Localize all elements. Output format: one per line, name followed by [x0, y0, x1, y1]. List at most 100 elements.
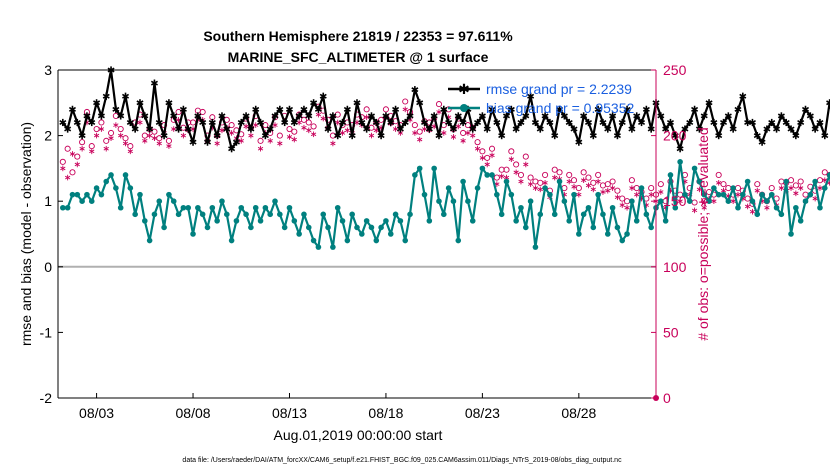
bias-point: [508, 191, 515, 198]
bias-point: [542, 185, 548, 191]
bias-point: [64, 204, 71, 211]
bias-point: [619, 237, 626, 244]
bias-point: [744, 178, 751, 185]
rmse-point: [430, 112, 438, 120]
rmse-point: [150, 79, 158, 87]
evaluated-obs-point: [711, 198, 717, 204]
bias-point: [667, 172, 674, 178]
possible-obs-point: [435, 101, 443, 108]
possible-obs-point: [151, 128, 158, 135]
evaluated-obs-point: [527, 181, 534, 187]
rmse-point: [700, 112, 708, 120]
rmse-point: [199, 118, 207, 127]
evaluated-obs-point: [108, 135, 114, 142]
rmse-point: [382, 112, 390, 120]
rmse-point: [160, 132, 168, 140]
possible-obs-point: [628, 177, 635, 184]
rmse-point: [734, 105, 742, 113]
bias-point: [682, 191, 688, 198]
rmse-point: [155, 118, 163, 127]
evaluated-obs-point: [238, 138, 244, 144]
bias-point: [416, 165, 423, 172]
rmse-point: [88, 118, 96, 127]
rmse-point: [666, 118, 674, 127]
possible-obs-point: [725, 185, 732, 192]
rmse-point: [517, 118, 525, 127]
bias-point: [204, 224, 211, 231]
evaluated-obs-point: [793, 190, 799, 197]
evaluated-obs-point: [489, 152, 495, 159]
possible-obs-point: [715, 171, 722, 179]
evaluated-obs-point: [277, 140, 283, 147]
evaluated-obs-point: [619, 202, 625, 208]
possible-obs-point: [382, 106, 389, 113]
possible-obs-point: [93, 125, 100, 133]
rmse-point: [474, 118, 482, 127]
possible-obs-point: [802, 191, 809, 198]
possible-obs-point: [734, 185, 742, 192]
rmse-point: [691, 105, 699, 113]
rmse-point: [642, 105, 650, 113]
bias-point: [387, 231, 394, 237]
evaluated-obs-point: [60, 165, 66, 172]
rmse-point: [686, 118, 694, 127]
rmse-point: [310, 99, 318, 107]
evaluated-obs-point: [64, 174, 71, 181]
bias-point: [474, 185, 481, 191]
rmse-point: [141, 112, 149, 120]
y-tick-label: 1: [44, 193, 52, 209]
rmse-point: [657, 112, 665, 120]
bias-point: [166, 191, 172, 198]
x-tick-label: 08/28: [561, 405, 596, 421]
bias-point: [359, 231, 365, 237]
possible-obs-point: [329, 132, 336, 139]
bias-point: [84, 191, 90, 198]
rmse-point: [83, 112, 91, 120]
rmse-point: [367, 112, 375, 120]
bias-point: [349, 211, 355, 218]
rmse-point: [705, 99, 713, 107]
rmse-point: [232, 138, 240, 146]
bias-point: [566, 218, 572, 224]
bias-point: [629, 198, 635, 204]
rmse-point: [411, 86, 419, 94]
rmse-point: [319, 92, 327, 100]
bias-point: [248, 224, 254, 231]
rmse-point: [758, 138, 766, 146]
evaluated-obs-point: [590, 186, 596, 193]
evaluated-obs-point: [436, 109, 442, 115]
evaluated-obs-point: [291, 136, 297, 143]
evaluated-obs-point: [609, 185, 616, 191]
rmse-point: [768, 118, 776, 127]
rmse-point: [339, 118, 347, 127]
bias-point: [643, 211, 650, 218]
legend-bias-label: bias grand pr = 0.95352: [486, 100, 634, 116]
rmse-point: [64, 125, 72, 133]
rmse-point: [372, 118, 380, 127]
rmse-point: [773, 125, 781, 133]
bias-point: [378, 224, 384, 231]
bias-point: [142, 218, 148, 224]
possible-obs-point: [744, 195, 751, 202]
bias-point: [513, 218, 519, 224]
evaluated-obs-point: [137, 119, 143, 126]
bias-point: [363, 218, 370, 224]
rmse-point: [498, 132, 506, 140]
rmse-point: [218, 112, 226, 120]
rmse-point: [387, 118, 395, 127]
possible-obs-point: [378, 116, 385, 123]
rmse-point: [454, 112, 462, 120]
bias-point: [460, 178, 466, 185]
evaluated-obs-point: [98, 126, 105, 132]
rmse-point: [257, 118, 265, 127]
evaluated-obs-point: [363, 114, 370, 121]
evaluated-obs-point: [228, 130, 235, 136]
evaluated-obs-point: [581, 177, 587, 184]
evaluated-obs-point: [634, 191, 640, 198]
possible-obs-point: [816, 177, 824, 184]
bias-point: [759, 191, 765, 198]
rmse-point: [623, 105, 631, 113]
bias-point: [257, 218, 264, 224]
y-tick-label: 3: [44, 62, 52, 78]
line-layer: [59, 66, 830, 250]
